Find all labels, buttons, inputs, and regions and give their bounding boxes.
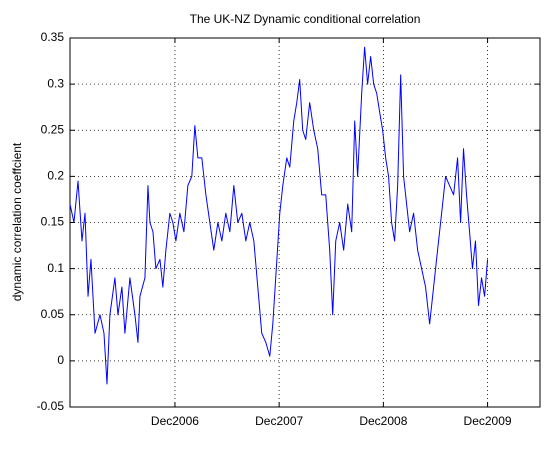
y-axis-label: dynamic correlation coeffcient	[10, 142, 24, 301]
x-tick-label: Dec2006	[151, 414, 199, 428]
data-line	[69, 46, 489, 385]
x-tick-label: Dec2007	[255, 414, 303, 428]
plot-frame	[69, 37, 541, 408]
y-tick-label: -0.05	[37, 399, 65, 413]
y-tick-label: 0.1	[47, 261, 64, 275]
x-tick-label: Dec2008	[359, 414, 407, 428]
chart-title: The UK-NZ Dynamic conditional correlatio…	[190, 12, 421, 26]
y-tick-label: 0.2	[47, 169, 64, 183]
y-tick-label: 0.05	[41, 307, 65, 321]
y-tick-label: 0	[57, 353, 64, 367]
y-tick-label: 0.35	[41, 30, 65, 44]
x-tick-label: Dec2009	[464, 414, 512, 428]
y-tick-label: 0.15	[41, 215, 65, 229]
y-tick-label: 0.25	[41, 122, 65, 136]
y-tick-label: 0.3	[47, 76, 64, 90]
